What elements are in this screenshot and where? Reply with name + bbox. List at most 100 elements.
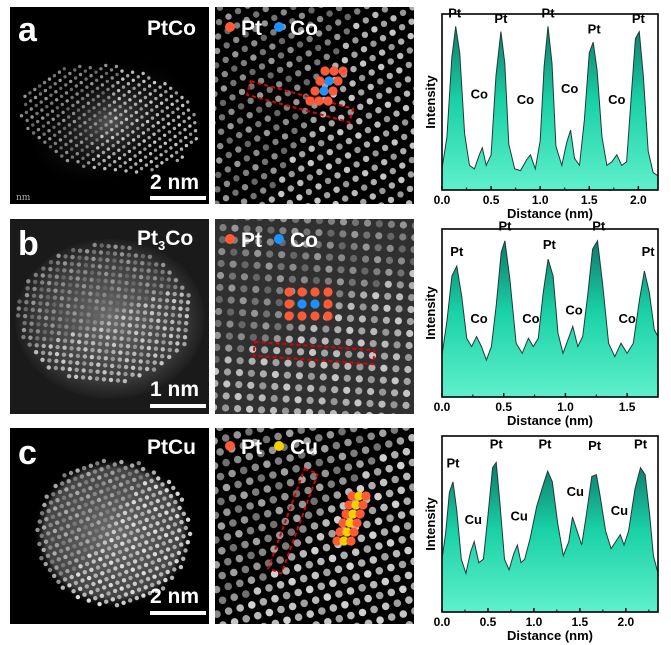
- atom-column: [400, 148, 407, 155]
- atom-column: [76, 346, 81, 352]
- scale-bar-a: [150, 196, 206, 200]
- atom-column: [223, 508, 231, 516]
- atom-column: [145, 275, 151, 280]
- atom-column: [156, 121, 160, 125]
- atom-column: [132, 559, 138, 564]
- atom-column: [366, 399, 374, 408]
- atom-column: [148, 568, 153, 573]
- atom-column: [139, 107, 143, 111]
- atom-column: [303, 437, 311, 445]
- atom-column: [121, 578, 127, 583]
- atom-column: [309, 131, 316, 138]
- atom-column: [41, 116, 45, 120]
- atom-column: [169, 146, 173, 150]
- atom-column: [114, 124, 119, 128]
- atom-column: [226, 137, 233, 144]
- atom-column: [282, 118, 290, 126]
- atom-column: [165, 157, 169, 162]
- sample-name-a: PtCo: [147, 17, 196, 40]
- atom-column: [288, 170, 295, 178]
- atom-column: [299, 525, 307, 533]
- atom-column: [163, 312, 169, 317]
- atom-column: [60, 102, 64, 107]
- atom-column: [111, 342, 117, 348]
- atom-column: [126, 74, 130, 78]
- atom-column: [43, 539, 49, 544]
- atom-column: [293, 98, 300, 106]
- atom-column: [323, 568, 331, 577]
- atom-column: [315, 434, 323, 442]
- atom-column: [296, 194, 303, 201]
- atom-column: [67, 282, 73, 288]
- atom-column: [135, 309, 141, 315]
- atom-column: [128, 553, 134, 558]
- atom-column: [61, 495, 67, 500]
- atom-column: [343, 374, 351, 382]
- atom-column: [152, 132, 156, 136]
- atom-column: [96, 94, 100, 99]
- atom-column: [369, 54, 376, 62]
- peak-label: Co: [470, 311, 487, 326]
- atom-column: [90, 341, 96, 346]
- atom-column: [82, 361, 87, 366]
- atom-column: [255, 225, 263, 234]
- atom-column: [166, 284, 171, 289]
- atom-column: [376, 616, 384, 624]
- atom-column: [72, 544, 77, 549]
- atom-column: [123, 371, 128, 377]
- atom-column: [289, 263, 297, 271]
- atom-column: [104, 577, 109, 582]
- atom-column: [76, 160, 80, 164]
- atom-column: [216, 157, 223, 164]
- atom-column: [113, 543, 118, 549]
- atom-column: [82, 113, 86, 117]
- atom-column: [112, 335, 117, 341]
- atom-column: [344, 438, 352, 447]
- atom-column: [83, 121, 87, 125]
- atom-column: [42, 132, 46, 136]
- atom-column: [366, 411, 373, 414]
- peak-label: Pt: [538, 436, 552, 451]
- atom-column: [110, 356, 116, 362]
- atom-column: [146, 531, 151, 537]
- atom-column: [98, 534, 103, 539]
- atom-column: [39, 100, 43, 104]
- atom-column: [228, 469, 236, 478]
- atom-column: [155, 113, 160, 117]
- atom-column: [70, 332, 75, 337]
- atom-column: [361, 446, 370, 454]
- atom-column: [72, 499, 78, 504]
- atom-column: [65, 310, 70, 315]
- atom-column: [412, 99, 414, 106]
- atom-column: [262, 322, 270, 330]
- legend-c: Pt Cu: [225, 437, 318, 458]
- atom-column: [186, 100, 190, 104]
- nanoparticle-lattice-a: [19, 55, 198, 189]
- atom-column: [222, 56, 229, 63]
- atom-column: [286, 478, 295, 487]
- atom-column: [363, 219, 372, 227]
- atom-column: [50, 559, 55, 564]
- atom-column: [60, 563, 66, 568]
- atom-column: [175, 514, 180, 519]
- atom-column: [160, 161, 164, 165]
- atom-column: [290, 142, 297, 149]
- atom-column: [378, 400, 386, 408]
- atom-column: [79, 132, 83, 136]
- atom-column: [270, 570, 279, 578]
- atom-column: [67, 583, 72, 588]
- atom-column: [311, 571, 320, 580]
- atom-column: [155, 521, 160, 526]
- atom-column: [69, 346, 74, 351]
- atom-column: [326, 253, 334, 261]
- atom-column: [126, 561, 131, 566]
- atom-column: [91, 559, 96, 564]
- atom-column: [119, 121, 124, 125]
- atom-column: [344, 152, 352, 159]
- atom-column: [109, 286, 115, 291]
- atom-column: [150, 537, 156, 543]
- atom-column: [154, 566, 159, 571]
- atom-column: [44, 517, 49, 522]
- atom-column: [89, 354, 95, 360]
- atom-column: [89, 277, 94, 282]
